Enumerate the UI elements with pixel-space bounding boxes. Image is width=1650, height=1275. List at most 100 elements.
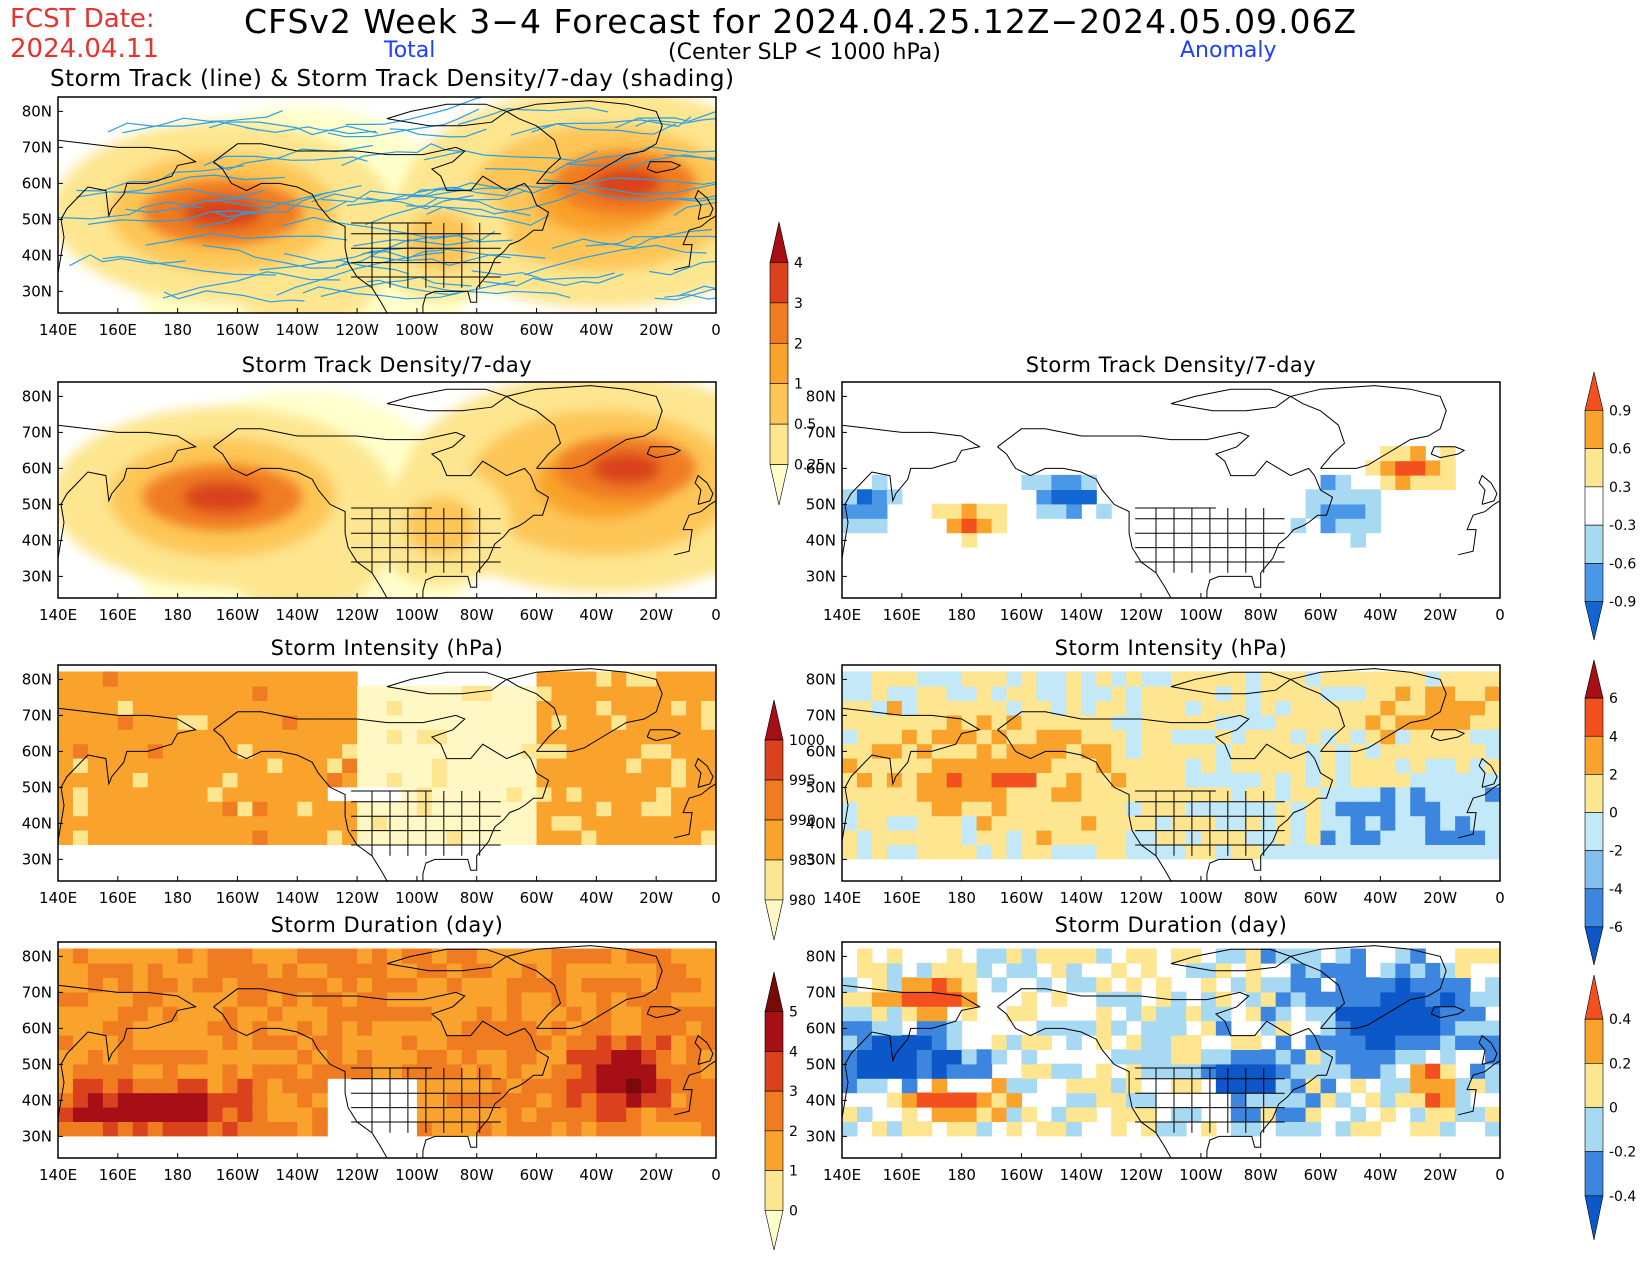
shaded-cell xyxy=(701,992,717,1007)
shaded-cell xyxy=(701,686,717,701)
shaded-cell xyxy=(1141,1020,1157,1035)
shaded-cell xyxy=(1306,758,1322,773)
shaded-cell xyxy=(178,830,194,845)
shaded-cell xyxy=(641,1107,657,1122)
shaded-cell xyxy=(223,1006,239,1021)
shaded-cell xyxy=(947,948,963,963)
shaded-cell xyxy=(1350,1078,1366,1093)
shaded-cell xyxy=(252,963,268,978)
coastlines xyxy=(842,386,1500,606)
shaded-cell xyxy=(1261,815,1277,830)
shaded-cell xyxy=(178,1049,194,1064)
shaded-cell xyxy=(902,671,918,686)
shaded-cell xyxy=(1171,1078,1187,1093)
shaded-cell xyxy=(163,671,179,686)
shaded-cell xyxy=(887,1006,903,1021)
shaded-cell xyxy=(1440,963,1456,978)
shaded-cell xyxy=(1485,992,1501,1007)
shaded-cell xyxy=(1306,700,1322,715)
shaded-cell xyxy=(887,715,903,730)
shaded-cell xyxy=(223,671,239,686)
shaded-cell xyxy=(1036,1064,1052,1079)
shaded-cell xyxy=(962,1049,978,1064)
density-core-pacific-level xyxy=(183,481,263,513)
shaded-cell xyxy=(1111,1121,1127,1136)
shaded-cell xyxy=(342,1020,358,1035)
shaded-cell xyxy=(1066,948,1082,963)
shaded-cell xyxy=(103,715,119,730)
colorbar-label: 0 xyxy=(1609,1101,1618,1117)
shaded-cell xyxy=(686,977,702,992)
shaded-cell xyxy=(537,1121,553,1136)
shaded-cell xyxy=(1261,700,1277,715)
x-tick-label: 40W xyxy=(579,321,613,339)
shaded-cell xyxy=(267,801,283,816)
shaded-cell xyxy=(387,830,403,845)
shaded-cell xyxy=(1336,1092,1352,1107)
shaded-cell xyxy=(596,1121,612,1136)
colorbar-segment xyxy=(1585,525,1603,563)
shaded-cell xyxy=(566,1049,582,1064)
shaded-cell xyxy=(1365,1121,1381,1136)
shaded-cell xyxy=(447,830,463,845)
shaded-cell xyxy=(626,801,642,816)
shaded-cell xyxy=(223,1092,239,1107)
uk-outline xyxy=(1479,476,1497,505)
shaded-cell xyxy=(1380,963,1396,978)
shaded-cell xyxy=(1410,1006,1426,1021)
shaded-cell xyxy=(596,1092,612,1107)
shaded-cell xyxy=(932,787,948,802)
shaded-cell xyxy=(282,787,298,802)
shaded-cell xyxy=(297,977,313,992)
shaded-cell xyxy=(282,758,298,773)
shaded-cell xyxy=(73,700,89,715)
shaded-cell xyxy=(1425,460,1441,475)
shaded-cell xyxy=(1470,729,1486,744)
shaded-cell xyxy=(73,686,89,701)
shaded-cell xyxy=(88,830,104,845)
shaded-cell xyxy=(641,758,657,773)
colorbar-label: 0 xyxy=(1609,806,1618,822)
shaded-cell xyxy=(947,518,963,533)
shaded-cell xyxy=(1186,787,1202,802)
shaded-cell xyxy=(566,772,582,787)
shaded-cell xyxy=(1231,743,1247,758)
shaded-cell xyxy=(118,671,134,686)
shaded-cell xyxy=(402,1064,418,1079)
shaded-cell xyxy=(872,475,888,490)
shaded-cell xyxy=(1066,504,1082,519)
shaded-cell xyxy=(1276,1107,1292,1122)
shaded-cell xyxy=(237,815,253,830)
shaded-cell xyxy=(1007,815,1023,830)
shaded-cell xyxy=(1440,1064,1456,1079)
shaded-cell xyxy=(1051,686,1067,701)
shaded-cell xyxy=(1111,758,1127,773)
shaded-cell xyxy=(1216,772,1232,787)
shaded-cell xyxy=(596,1078,612,1093)
shaded-cell xyxy=(1036,475,1052,490)
shaded-cell xyxy=(103,1020,119,1035)
shaded-cell xyxy=(902,1049,918,1064)
shaded-cell xyxy=(857,772,873,787)
shaded-cell xyxy=(611,743,627,758)
shaded-cell xyxy=(902,815,918,830)
colorbar-label: -0.4 xyxy=(1609,1189,1636,1205)
shaded-cell xyxy=(387,801,403,816)
shaded-cell xyxy=(297,1035,313,1050)
shaded-cell xyxy=(1096,1064,1112,1079)
shaded-cell xyxy=(1485,801,1501,816)
shaded-cell xyxy=(342,815,358,830)
colorbar-label: 6 xyxy=(1609,691,1618,707)
shaded-cell xyxy=(1096,815,1112,830)
colorbar-label: 1000 xyxy=(789,733,825,749)
shaded-cell xyxy=(671,743,687,758)
shaded-cell xyxy=(1066,801,1082,816)
shaded-cell xyxy=(178,977,194,992)
shaded-cell xyxy=(1201,743,1217,758)
shaded-cell xyxy=(992,844,1008,859)
shaded-cell xyxy=(611,963,627,978)
shaded-cell xyxy=(1440,1092,1456,1107)
shaded-cell xyxy=(1291,963,1307,978)
shaded-cell xyxy=(208,1064,224,1079)
shaded-cell xyxy=(1410,758,1426,773)
